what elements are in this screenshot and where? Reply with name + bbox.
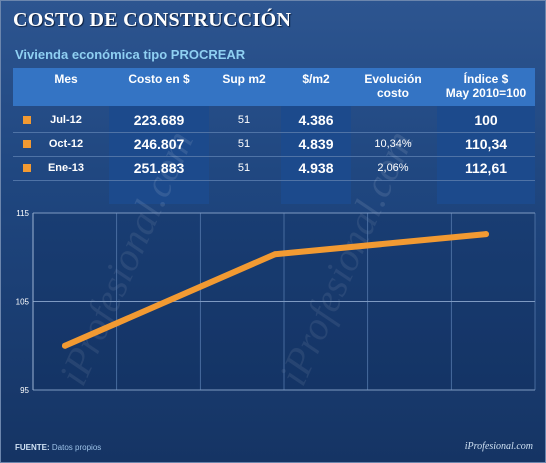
- header-evolucion: Evolución costo: [364, 72, 422, 100]
- cell-pm2: 4.386: [298, 112, 334, 128]
- cell-sup: 51: [237, 162, 251, 174]
- header-mes: Mes: [54, 72, 78, 86]
- footer-text: Datos propios: [51, 443, 102, 452]
- table-row: Ene-13 251.883 51 4.938 2,06% 112,61: [13, 157, 535, 181]
- y-tick-label: 95: [20, 386, 29, 395]
- cell-sup: 51: [237, 114, 251, 126]
- data-table: Mes Costo en $ Sup m2 $/m2 Evolución cos…: [13, 68, 535, 204]
- row-bullet-icon: [23, 116, 31, 124]
- column-highlight-costo: [109, 106, 209, 204]
- row-bullet-icon: [23, 164, 31, 172]
- cell-costo: 223.689: [133, 112, 185, 128]
- row-bullet-icon: [23, 140, 31, 148]
- table-header: Mes Costo en $ Sup m2 $/m2 Evolución cos…: [13, 68, 535, 106]
- cell-evolucion: 10,34%: [374, 138, 412, 150]
- y-tick-label: 115: [16, 209, 29, 218]
- line-chart-svg: 95 105 115: [16, 209, 536, 395]
- header-pm2: $/m2: [302, 72, 330, 86]
- page-title: COSTO DE CONSTRUCCIÓN: [13, 9, 292, 31]
- cell-costo: 246.807: [133, 136, 185, 152]
- cell-indice: 112,61: [464, 160, 508, 176]
- cell-indice: 110,34: [464, 136, 508, 152]
- page-subtitle: Vivienda económica tipo PROCREAR: [15, 47, 246, 62]
- table-row: Jul-12 223.689 51 4.386 100: [13, 109, 535, 133]
- cell-pm2: 4.938: [298, 160, 334, 176]
- header-costo: Costo en $: [128, 72, 190, 86]
- cell-costo: 251.883: [133, 160, 185, 176]
- data-point: [272, 251, 278, 258]
- line-chart: 95 105 115: [1, 201, 546, 401]
- footer-label: FUENTE:: [15, 443, 50, 452]
- cell-pm2: 4.839: [298, 136, 334, 152]
- cell-evolucion: 2,06%: [377, 162, 409, 174]
- cell-mes: Ene-13: [47, 162, 85, 174]
- header-sup: Sup m2: [222, 72, 266, 86]
- data-point: [483, 231, 489, 238]
- header-indice: Índice $ May 2010=100: [445, 72, 527, 100]
- data-point: [62, 342, 68, 349]
- y-tick-label: 105: [16, 298, 30, 307]
- column-highlight-pm2: [281, 106, 351, 204]
- cell-indice: 100: [474, 112, 498, 128]
- cell-mes: Jul-12: [50, 114, 82, 126]
- cell-sup: 51: [237, 138, 251, 150]
- footer-source: FUENTE: Datos propios: [15, 443, 101, 452]
- column-highlight-indice: [437, 106, 535, 204]
- table-row: Oct-12 246.807 51 4.839 10,34% 110,34: [13, 133, 535, 157]
- brand-logo: iProfesional.com: [464, 441, 533, 452]
- cell-mes: Oct-12: [48, 138, 84, 150]
